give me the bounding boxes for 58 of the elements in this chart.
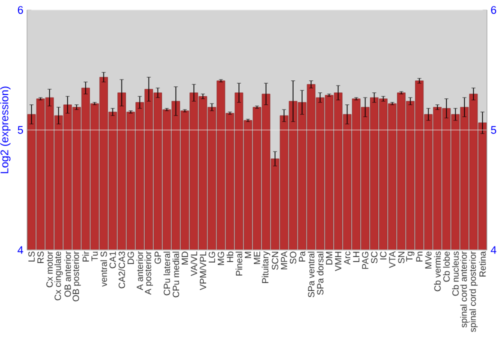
x-tick-label: Pituitary xyxy=(262,251,270,283)
x-tick-label: A anterior xyxy=(136,251,144,290)
y2-tick-label: 4 xyxy=(490,246,496,254)
x-tick-label: VPM/VPL xyxy=(200,251,206,290)
x-tick-label: SPa dorsal xyxy=(316,252,324,295)
x-tick-label: LH xyxy=(353,252,360,262)
x-tick-label: LS xyxy=(28,252,35,262)
x-tick-label: MG xyxy=(218,252,224,265)
x-tick-label: Pn xyxy=(416,252,422,262)
x-tick-label: Arc xyxy=(344,251,350,265)
y2-tick-label: 5 xyxy=(490,126,496,134)
x-tick-label: Cb lobe xyxy=(443,252,450,282)
x-tick-label: RS xyxy=(37,252,44,263)
x-tick-label: SC xyxy=(371,252,378,264)
x-tick-label: GP xyxy=(154,252,161,264)
x-tick-label: Cb vermis xyxy=(434,252,441,292)
x-tick-label: MPA xyxy=(280,251,288,270)
x-tick-label: CPu lateral xyxy=(164,252,170,296)
x-tick-label: PAG xyxy=(362,252,368,269)
x-tick-label: Retina xyxy=(479,251,486,276)
y-tick-label: 5 xyxy=(18,126,24,134)
x-tick-label: MVe xyxy=(425,252,432,268)
x-tick-label: DG xyxy=(128,252,134,264)
x-tick-label: VMH xyxy=(335,252,342,272)
x-tick-label: Tu xyxy=(92,252,98,262)
x-tick-label: M xyxy=(244,252,252,258)
x-tick-label: Pa xyxy=(298,251,306,262)
x-tick-label: IC xyxy=(380,252,386,260)
x-tick-label: SO xyxy=(290,252,296,264)
x-tick-label: Pineal xyxy=(236,252,242,276)
x-tick-label: VA/VL xyxy=(190,251,198,276)
x-tick-label: OB posterior xyxy=(72,251,81,302)
x-tick-label: Hb xyxy=(226,252,234,262)
y-tick-label: 4 xyxy=(18,246,24,254)
x-tick-label: Cx motor xyxy=(46,251,53,288)
x-tick-label: ventral S xyxy=(100,252,107,287)
x-tick-label: Tg xyxy=(406,252,414,262)
y-tick-label: 6 xyxy=(18,6,23,14)
y2-tick-label: 6 xyxy=(491,6,496,14)
x-tick-label: OB anterior xyxy=(64,251,71,297)
x-tick-label: DM xyxy=(326,252,332,264)
x-tick-label: spinal cord posterior xyxy=(469,251,478,332)
x-tick-label: SN xyxy=(398,252,404,264)
x-tick-label: CPu medial xyxy=(172,252,180,298)
x-tick-label: MD xyxy=(182,252,188,264)
x-tick-label: CA1 xyxy=(110,252,116,268)
x-tick-label: CA2/CA3 xyxy=(118,252,126,288)
x-tick-label: A posterior xyxy=(144,251,153,295)
x-tick-label: SCN xyxy=(272,252,278,270)
x-tick-label: Cx cingulate xyxy=(54,252,63,300)
x-tick-label: ME xyxy=(254,252,260,264)
x-tick-label: spinal cord anterior xyxy=(460,251,469,328)
x-tick-label: Pir xyxy=(82,251,89,262)
x-tick-label: Cb nucleus xyxy=(452,252,459,296)
x-tick-label: LG xyxy=(208,252,216,262)
y-axis-title: Log2 (expression) xyxy=(0,86,10,174)
x-tick-label: VTA xyxy=(389,251,396,268)
x-tick-label: SPa ventral xyxy=(308,252,314,298)
